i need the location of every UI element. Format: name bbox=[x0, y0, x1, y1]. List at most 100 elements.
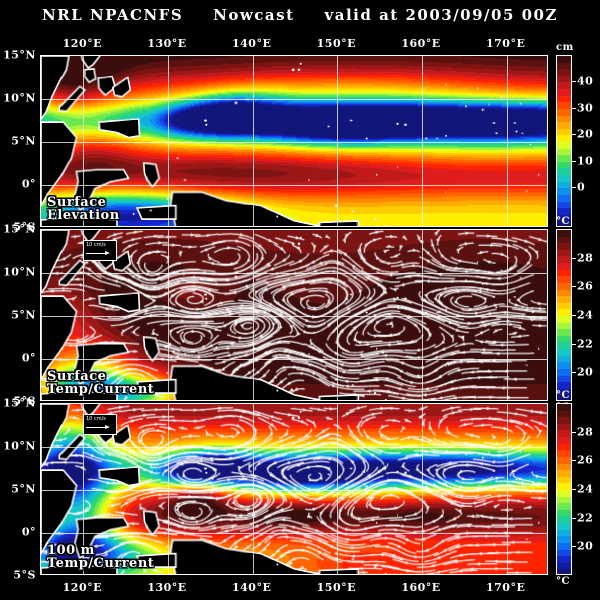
graticule-meridian-170 bbox=[507, 230, 508, 400]
latitude-tick-p2-10N: 10°N bbox=[3, 266, 36, 279]
graticule-meridian-130 bbox=[168, 56, 169, 226]
graticule-parallel-0 bbox=[41, 185, 547, 186]
colorbar-tickmark-p1-40 bbox=[572, 81, 576, 82]
latitude-axis-panel-3: 15°N 10°N 5°N 0° 5°S bbox=[0, 403, 38, 575]
map-panel-surface-temp-current[interactable]: 10 cm/s Surface Temp/Current bbox=[40, 229, 548, 401]
latitude-tick-p1-5N: 5°N bbox=[11, 135, 36, 148]
longitude-tick-140: 140°E bbox=[232, 37, 271, 50]
colorbar-tickmark-p3-26 bbox=[572, 460, 576, 461]
vector-scale-arrow-icon bbox=[86, 251, 110, 256]
latitude-tick-p3-0: 0° bbox=[22, 526, 36, 539]
colorbar-tickmark-p3-24 bbox=[572, 489, 576, 490]
longitude-tick-bottom-130: 130°E bbox=[147, 581, 186, 594]
colorbar-gradient-p3 bbox=[556, 403, 572, 575]
vector-scale-label-100m: 10 cm/s bbox=[86, 416, 114, 422]
graticule-meridian-160 bbox=[422, 230, 423, 400]
latitude-tick-p1-0: 0° bbox=[22, 178, 36, 191]
panel-caption-100m-temp-current: 100 m Temp/Current bbox=[47, 544, 154, 570]
colorbar-ticklabel-p3-22: 22 bbox=[577, 511, 593, 524]
graticule-parallel-10 bbox=[41, 99, 547, 100]
colorbar-tickmark-p2-26 bbox=[572, 286, 576, 287]
colorbar-ticklabel-p3-24: 24 bbox=[577, 483, 593, 496]
graticule-meridian-130 bbox=[168, 230, 169, 400]
colorbar-tickmark-p1-20 bbox=[572, 134, 576, 135]
latitude-tick-p1-15N: 15°N bbox=[3, 49, 36, 62]
title-run-type: Nowcast bbox=[213, 6, 294, 24]
longitude-tick-120: 120°E bbox=[63, 37, 102, 50]
colorbar-gradient-p1 bbox=[556, 55, 572, 227]
panel-caption-surface-elevation: Surface Elevation bbox=[47, 196, 120, 222]
colorbar-ticklabel-p3-20: 20 bbox=[577, 540, 593, 553]
longitude-tick-160: 160°E bbox=[401, 37, 440, 50]
colorbar-tickmark-p2-28 bbox=[572, 258, 576, 259]
longitude-tick-bottom-140: 140°E bbox=[232, 581, 271, 594]
colorbar-tickmark-p2-22 bbox=[572, 344, 576, 345]
graticule-meridian-140 bbox=[253, 404, 254, 574]
graticule-meridian-160 bbox=[422, 404, 423, 574]
graticule-parallel-5 bbox=[41, 490, 547, 491]
graticule-meridian-150 bbox=[337, 230, 338, 400]
graticule-meridian-140 bbox=[253, 230, 254, 400]
graticule-parallel-10 bbox=[41, 273, 547, 274]
longitude-tick-170: 170°E bbox=[486, 37, 525, 50]
colorbar-ticklabel-p1-10: 10 bbox=[577, 154, 593, 167]
colorbar-tickmark-p1-10 bbox=[572, 161, 576, 162]
colorbar-tickmark-p3-22 bbox=[572, 518, 576, 519]
latitude-tick-p3-5S: 5°S bbox=[13, 569, 36, 582]
graticule-meridian-170 bbox=[507, 56, 508, 226]
graticule-meridian-140 bbox=[253, 56, 254, 226]
figure-root: NRL NPACNFS Nowcast valid at 2003/09/05 … bbox=[0, 0, 600, 600]
graticule-parallel-5 bbox=[41, 316, 547, 317]
colorbar-ticklabel-p2-28: 28 bbox=[577, 251, 593, 264]
latitude-axis-panel-1: 15°N 10°N 5°N 0° 5°S bbox=[0, 55, 38, 227]
graticule-meridian-150 bbox=[337, 56, 338, 226]
graticule-parallel-0 bbox=[41, 359, 547, 360]
colorbar-ticklabel-p1-0: 0 bbox=[577, 181, 585, 194]
latitude-tick-p3-15N: 15°N bbox=[3, 397, 36, 410]
top-longitude-axis: 120°E 130°E 140°E 150°E 160°E 170°E bbox=[40, 37, 548, 53]
vector-scale-label-surface: 10 cm/s bbox=[86, 242, 114, 248]
colorbar-ticklabel-p3-28: 28 bbox=[577, 425, 593, 438]
colorbar-gradient-p2 bbox=[556, 229, 572, 401]
graticule-meridian-160 bbox=[422, 56, 423, 226]
latitude-tick-p1-10N: 10°N bbox=[3, 92, 36, 105]
graticule-parallel-10 bbox=[41, 447, 547, 448]
colorbar-tickmark-p1-30 bbox=[572, 108, 576, 109]
graticule-meridian-130 bbox=[168, 404, 169, 574]
title-valid-time: valid at 2003/09/05 00Z bbox=[325, 6, 558, 24]
colorbar-tickmark-p2-24 bbox=[572, 315, 576, 316]
graticule-meridian-150 bbox=[337, 404, 338, 574]
colorbar-surface-elevation: cm 40 30 20 10 0 bbox=[556, 55, 600, 227]
colorbar-ticklabel-p3-26: 26 bbox=[577, 454, 593, 467]
latitude-tick-p3-10N: 10°N bbox=[3, 440, 36, 453]
colorbar-tickmark-p2-20 bbox=[572, 372, 576, 373]
map-panel-surface-elevation[interactable]: Surface Elevation bbox=[40, 55, 548, 227]
longitude-tick-bottom-120: 120°E bbox=[63, 581, 102, 594]
longitude-tick-150: 150°E bbox=[317, 37, 356, 50]
longitude-tick-bottom-150: 150°E bbox=[317, 581, 356, 594]
colorbar-ticklabel-p1-20: 20 bbox=[577, 128, 593, 141]
colorbar-ticklabel-p1-40: 40 bbox=[577, 75, 593, 88]
longitude-tick-bottom-160: 160°E bbox=[401, 581, 440, 594]
vector-scale-arrow-icon bbox=[86, 425, 110, 430]
figure-title: NRL NPACNFS Nowcast valid at 2003/09/05 … bbox=[0, 2, 600, 28]
graticule-parallel-5 bbox=[41, 142, 547, 143]
colorbar-unit-top-p2: °C bbox=[556, 216, 570, 227]
vector-scale-key-surface: 10 cm/s bbox=[83, 240, 117, 261]
colorbar-unit-top-p3: °C bbox=[556, 390, 570, 401]
latitude-tick-p3-5N: 5°N bbox=[11, 483, 36, 496]
colorbar-tickmark-p3-20 bbox=[572, 546, 576, 547]
panel-caption-surface-temp-current: Surface Temp/Current bbox=[47, 370, 154, 396]
colorbar-ticklabel-p2-22: 22 bbox=[577, 337, 593, 350]
map-panel-100m-temp-current[interactable]: 10 cm/s 100 m Temp/Current bbox=[40, 403, 548, 575]
colorbar-ticklabel-p1-30: 30 bbox=[577, 101, 593, 114]
colorbar-ticklabel-p2-24: 24 bbox=[577, 309, 593, 322]
bottom-longitude-axis: 120°E 130°E 140°E 150°E 160°E 170°E bbox=[0, 581, 600, 599]
colorbar-unit-top-p1: cm bbox=[556, 42, 574, 53]
graticule-meridian-170 bbox=[507, 404, 508, 574]
latitude-tick-p2-5N: 5°N bbox=[11, 309, 36, 322]
colorbar-surface-temp: °C °C 28 26 24 22 20 bbox=[556, 229, 600, 401]
colorbar-ticklabel-p2-20: 20 bbox=[577, 366, 593, 379]
title-model: NRL NPACNFS bbox=[42, 6, 183, 24]
latitude-tick-p2-15N: 15°N bbox=[3, 223, 36, 236]
